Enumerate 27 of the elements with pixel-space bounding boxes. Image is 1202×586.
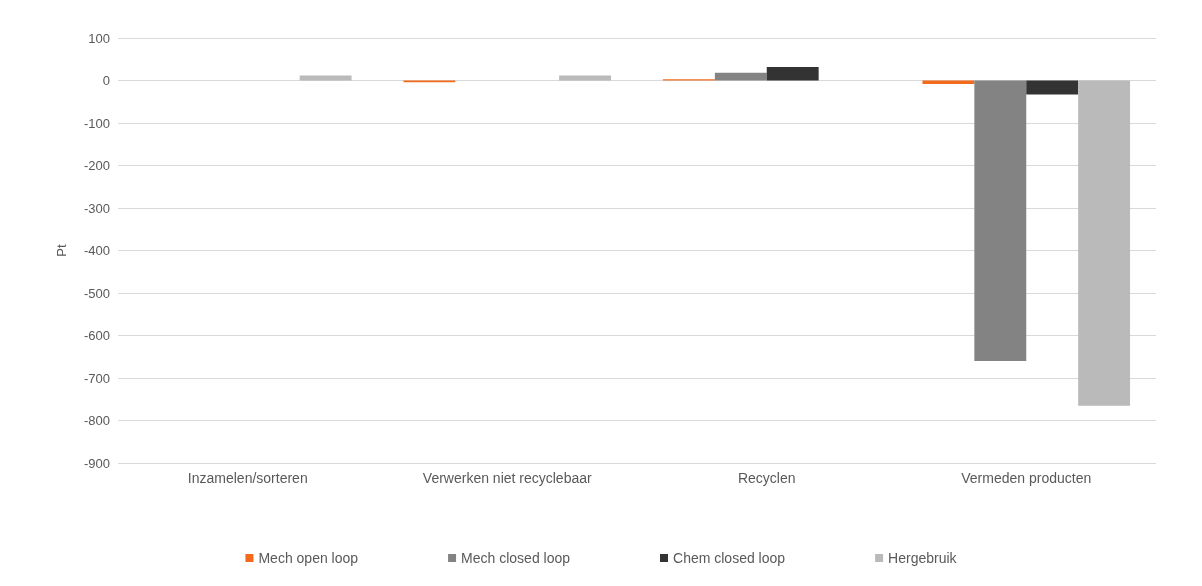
legend-label: Chem closed loop <box>673 550 786 566</box>
y-tick-label: -800 <box>83 413 110 428</box>
bar <box>559 75 612 81</box>
x-tick-label: Verwerken niet recyclebaar <box>422 470 593 486</box>
bar <box>974 80 1027 361</box>
y-tick-label: 0 <box>102 73 110 88</box>
y-tick-label: -600 <box>83 328 110 343</box>
y-tick-label: -500 <box>83 285 110 301</box>
y-tick-label: -200 <box>83 158 110 173</box>
bar <box>766 66 819 81</box>
legend-label: Mech closed loop <box>461 550 571 566</box>
y-tick-label: -400 <box>83 243 110 258</box>
y-tick-label: 100 <box>88 30 110 46</box>
y-tick-label: -700 <box>83 370 110 386</box>
legend-label: Mech open loop <box>258 550 359 566</box>
bar <box>1026 80 1079 95</box>
bar <box>714 72 767 81</box>
y-tick-label: -900 <box>83 455 110 471</box>
bar <box>1078 80 1131 406</box>
legend-label: Hergebruik <box>888 550 958 566</box>
x-tick-label: Recyclen <box>737 470 796 486</box>
y-axis-title: Pt <box>54 243 69 257</box>
bar <box>299 75 352 81</box>
x-tick-label: Vermeden producten <box>961 470 1092 486</box>
x-tick-label: Inzamelen/sorteren <box>187 470 308 486</box>
y-tick-label: -100 <box>83 115 110 131</box>
y-tick-label: -300 <box>83 200 110 216</box>
